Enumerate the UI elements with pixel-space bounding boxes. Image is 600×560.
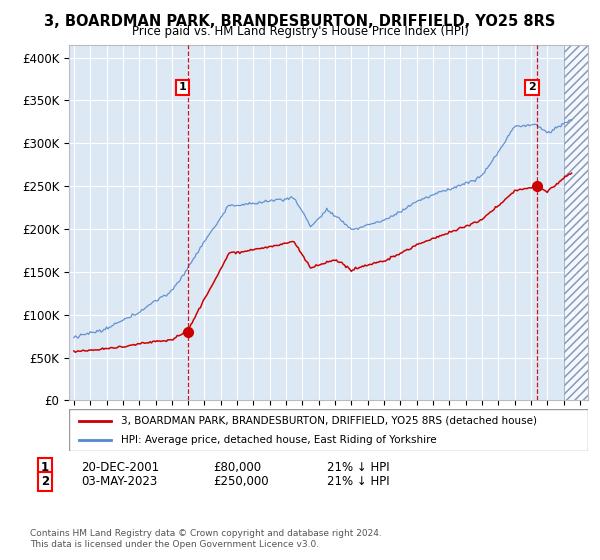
Text: 21% ↓ HPI: 21% ↓ HPI — [327, 475, 389, 488]
Text: 21% ↓ HPI: 21% ↓ HPI — [327, 461, 389, 474]
Text: 20-DEC-2001: 20-DEC-2001 — [81, 461, 159, 474]
Text: 3, BOARDMAN PARK, BRANDESBURTON, DRIFFIELD, YO25 8RS (detached house): 3, BOARDMAN PARK, BRANDESBURTON, DRIFFIE… — [121, 416, 537, 426]
Text: £80,000: £80,000 — [213, 461, 261, 474]
Text: 2: 2 — [528, 82, 536, 92]
Text: 3, BOARDMAN PARK, BRANDESBURTON, DRIFFIELD, YO25 8RS: 3, BOARDMAN PARK, BRANDESBURTON, DRIFFIE… — [44, 14, 556, 29]
Text: HPI: Average price, detached house, East Riding of Yorkshire: HPI: Average price, detached house, East… — [121, 435, 437, 445]
Text: 1: 1 — [179, 82, 187, 92]
Text: £250,000: £250,000 — [213, 475, 269, 488]
Text: 2: 2 — [41, 475, 49, 488]
Text: Contains HM Land Registry data © Crown copyright and database right 2024.
This d: Contains HM Land Registry data © Crown c… — [30, 529, 382, 549]
Text: 1: 1 — [41, 461, 49, 474]
FancyBboxPatch shape — [69, 409, 588, 451]
Text: 03-MAY-2023: 03-MAY-2023 — [81, 475, 157, 488]
Text: Price paid vs. HM Land Registry's House Price Index (HPI): Price paid vs. HM Land Registry's House … — [131, 25, 469, 38]
